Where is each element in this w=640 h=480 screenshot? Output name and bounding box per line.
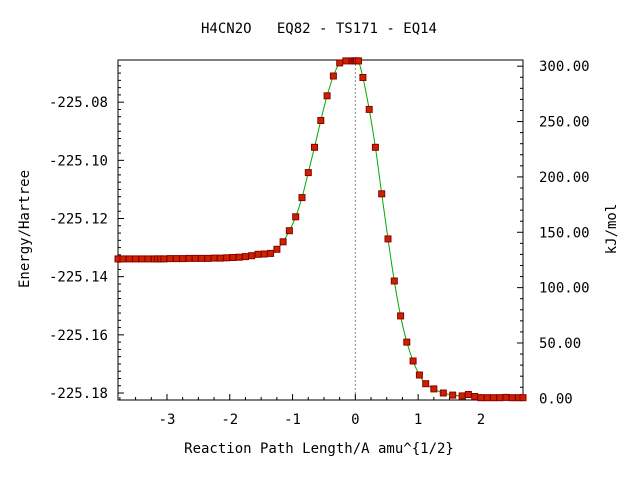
energy-profile-line [118,59,523,399]
data-point-marker [254,250,262,258]
data-point-marker [508,394,516,402]
data-point-marker [198,254,205,262]
y2-tick-label: 100.00 [539,281,590,297]
data-point-marker [216,254,224,262]
data-point-marker [336,59,344,67]
data-point-marker [166,255,174,263]
left-energy-axis: -225.08 -225.10 -225.12 -225.14 -225.16 -225.… [49,65,124,402]
data-point-marker [378,190,386,198]
data-point-marker [317,117,325,124]
x-tick-label: 0 [351,412,359,428]
data-point-marker [210,254,218,262]
data-point-marker [323,92,331,100]
data-point-marker [125,255,133,263]
data-point-marker [502,393,510,401]
data-point-marker [273,245,281,253]
y-tick-label: -225.18 [49,386,108,402]
data-point-marker [430,385,438,393]
data-point-marker [119,255,127,263]
y-axis-label: Energy/Hartree [17,170,33,288]
data-point-marker [439,389,447,397]
data-point-marker [409,357,417,365]
data-point-marker [279,238,287,246]
data-point-marker [355,57,362,65]
data-point-marker [248,252,256,260]
data-point-marker [483,394,491,402]
y-tick-label: -225.08 [49,95,108,111]
y-tick-label: -225.14 [49,270,108,286]
data-point-marker [311,143,318,151]
data-point-marker [519,394,527,402]
y2-tick-label: 0.00 [539,391,573,407]
data-point-marker [172,255,180,263]
data-point-marker [359,74,367,81]
plot-frame [117,59,524,401]
data-point-marker [496,394,504,402]
data-point-marker [138,255,146,263]
data-point-marker [390,277,398,285]
data-point-marker [403,338,411,346]
data-points [114,57,527,402]
data-point-marker [285,227,293,235]
bottom-path-axis: -3 -2 -1 0 1 2 [119,394,513,428]
data-point-marker [292,213,300,221]
data-point-marker [223,254,231,262]
data-point-marker [242,253,249,261]
y-tick-label: -225.16 [49,328,108,344]
data-point-marker [298,194,306,202]
y2-tick-label: 300.00 [539,59,590,75]
data-point-marker [384,235,392,243]
data-point-marker [458,392,466,400]
data-point-marker [449,391,457,399]
data-point-marker [365,105,373,113]
y2-tick-label: 200.00 [539,170,590,186]
y2-tick-label: 50.00 [539,336,581,352]
data-point-marker [342,57,350,65]
data-point-marker [304,169,312,177]
y2-tick-label: 250.00 [539,115,590,131]
x-tick-label: -3 [159,412,176,428]
data-point-marker [204,254,212,262]
data-point-marker [371,143,379,151]
data-point-marker [185,254,193,262]
x-axis-label: Reaction Path Length/A amu^{1/2} [184,441,454,457]
x-tick-label: -1 [284,412,301,428]
data-point-marker [260,250,268,258]
data-point-marker [471,393,479,400]
x-tick-label: -2 [221,412,238,428]
data-point-marker [160,255,168,263]
chart-title: H4CN2O EQ82 - TS171 - EQ14 [201,21,437,37]
y-tick-label: -225.10 [49,153,108,169]
data-point-marker [422,380,430,388]
data-point-marker [397,312,405,320]
data-point-marker [464,391,472,398]
data-point-marker [144,255,152,263]
data-point-marker [235,253,243,261]
x-tick-label: 1 [414,412,422,428]
data-point-marker [179,255,187,263]
data-point-marker [490,394,497,402]
data-point-marker [132,255,140,263]
right-kjmol-axis: 300.00 250.00 200.00 150.00 100.00 50.00 0.00 [517,59,590,407]
y2-tick-label: 150.00 [539,225,590,241]
data-point-marker [477,394,485,402]
x-tick-label: 2 [477,412,485,428]
y2-axis-label: kJ/mol [604,204,620,255]
y-tick-label: -225.12 [49,212,108,228]
data-point-marker [229,254,237,261]
data-point-marker [191,254,199,262]
data-point-marker [267,249,275,257]
data-point-marker [329,72,337,80]
data-point-marker [415,371,423,379]
